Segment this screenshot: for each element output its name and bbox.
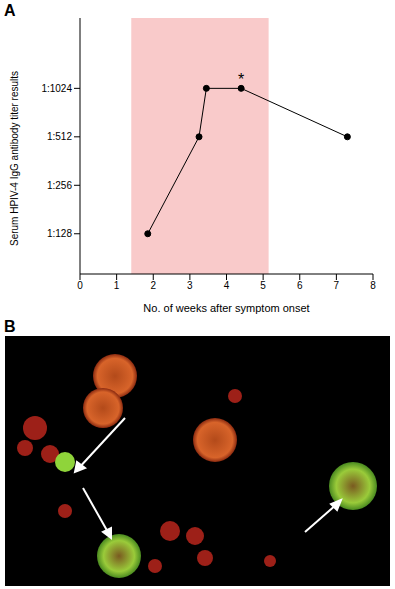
svg-text:*: * xyxy=(238,71,244,88)
svg-text:5: 5 xyxy=(260,280,266,291)
svg-text:1:512: 1:512 xyxy=(47,131,72,142)
html-text:A: A xyxy=(4,2,16,19)
svg-text:3: 3 xyxy=(187,280,193,291)
svg-text:7: 7 xyxy=(334,280,340,291)
svg-text:6: 6 xyxy=(297,280,303,291)
svg-text:Serum HPIV-4 IgG antibody tite: Serum HPIV-4 IgG antibody titer results xyxy=(9,71,20,246)
svg-text:No. of weeks after symptom ons: No. of weeks after symptom onset xyxy=(143,302,309,314)
svg-text:1:256: 1:256 xyxy=(47,180,72,191)
svg-text:2: 2 xyxy=(150,280,156,291)
svg-text:1: 1 xyxy=(114,280,120,291)
svg-text:8: 8 xyxy=(370,280,376,291)
svg-text:4: 4 xyxy=(224,280,230,291)
html-text:B: B xyxy=(4,318,16,335)
svg-text:1:1024: 1:1024 xyxy=(41,83,72,94)
svg-text:0: 0 xyxy=(77,280,83,291)
svg-text:1:128: 1:128 xyxy=(47,228,72,239)
